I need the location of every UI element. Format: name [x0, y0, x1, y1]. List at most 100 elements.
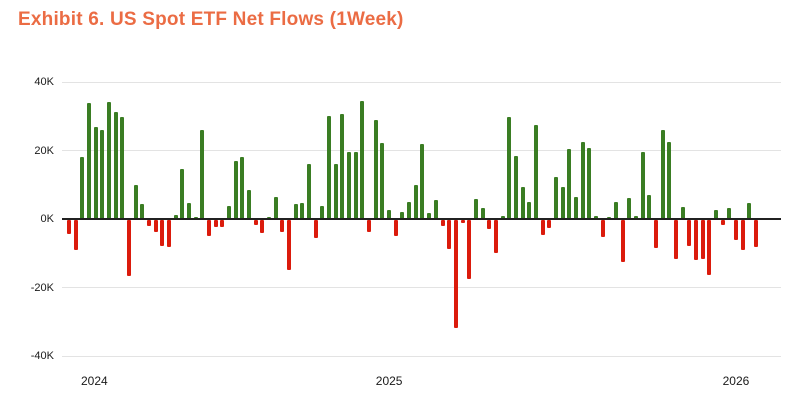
- bar-positive: [507, 116, 512, 219]
- bar-negative: [493, 220, 498, 254]
- bar-negative: [673, 220, 678, 260]
- bar-positive: [747, 203, 752, 219]
- bar-positive: [173, 215, 178, 219]
- bar-negative: [447, 220, 452, 250]
- bar-negative: [207, 220, 212, 236]
- bar-positive: [380, 142, 385, 219]
- bar-positive: [520, 187, 525, 219]
- bar-positive: [327, 116, 332, 219]
- bar-negative: [720, 220, 725, 226]
- bar-positive: [560, 187, 565, 219]
- bar-negative: [740, 220, 745, 251]
- bar-positive: [680, 207, 685, 219]
- bar-positive: [713, 210, 718, 219]
- bar-positive: [113, 111, 118, 219]
- bar-positive: [340, 113, 345, 219]
- bar-positive: [373, 120, 378, 219]
- bar-negative: [547, 220, 552, 228]
- y-axis-tick-label: -40K: [30, 350, 54, 362]
- bar-positive: [267, 217, 272, 219]
- y-axis-tick-label: 40K: [34, 76, 54, 88]
- bar-negative: [733, 220, 738, 240]
- bar-positive: [573, 196, 578, 219]
- x-axis-year-label: 2024: [80, 374, 108, 388]
- bar-positive: [647, 194, 652, 219]
- bar-negative: [260, 220, 265, 234]
- chart-title: Exhibit 6. US Spot ETF Net Flows (1Week): [18, 9, 404, 30]
- x-axis-year-label: 2026: [722, 374, 750, 388]
- bar-negative: [213, 220, 218, 228]
- bar-positive: [360, 101, 365, 219]
- bar-positive: [353, 152, 358, 219]
- bar-positive: [667, 141, 672, 219]
- grid-line: [62, 287, 781, 288]
- bar-negative: [147, 220, 152, 226]
- bar-positive: [607, 217, 612, 219]
- bar-negative: [153, 220, 158, 233]
- bar-negative: [440, 220, 445, 227]
- bar-negative: [487, 220, 492, 229]
- bar-positive: [427, 212, 432, 219]
- bar-positive: [500, 215, 505, 219]
- bar-positive: [433, 199, 438, 219]
- bar-positive: [473, 199, 478, 219]
- bar-positive: [187, 202, 192, 219]
- bar-positive: [320, 206, 325, 219]
- bar-positive: [247, 190, 252, 219]
- bar-negative: [167, 220, 172, 248]
- bar-negative: [393, 220, 398, 237]
- bar-positive: [480, 207, 485, 219]
- bar-negative: [460, 220, 465, 223]
- bar-positive: [80, 157, 85, 219]
- bar-negative: [73, 220, 78, 251]
- bar-positive: [133, 185, 138, 219]
- bar-positive: [233, 161, 238, 219]
- grid-line: [62, 81, 781, 83]
- bar-positive: [640, 151, 645, 219]
- bar-positive: [633, 216, 638, 219]
- bar-negative: [67, 220, 71, 234]
- bar-negative: [753, 220, 758, 248]
- zero-axis-line: [62, 218, 781, 220]
- bar-positive: [227, 206, 232, 219]
- bar-positive: [180, 168, 185, 219]
- bar-positive: [293, 203, 298, 219]
- bar-negative: [280, 220, 285, 233]
- bar-positive: [593, 216, 598, 219]
- bar-negative: [160, 220, 165, 246]
- y-axis-tick-label: -20K: [30, 281, 54, 294]
- bar-positive: [100, 129, 105, 219]
- bar-positive: [93, 127, 98, 219]
- bar-positive: [347, 151, 352, 219]
- bar-positive: [727, 208, 732, 219]
- bar-negative: [313, 220, 318, 239]
- bar-negative: [467, 220, 472, 279]
- bar-positive: [240, 157, 245, 219]
- bar-negative: [287, 220, 292, 270]
- bar-positive: [420, 144, 425, 219]
- bar-positive: [387, 210, 392, 219]
- bar-positive: [567, 148, 572, 219]
- bar-positive: [527, 202, 532, 219]
- bar-positive: [587, 148, 592, 219]
- grid-line: [62, 355, 781, 357]
- bar-negative: [620, 220, 625, 262]
- bar-negative: [220, 220, 225, 227]
- bar-negative: [453, 220, 458, 328]
- bar-positive: [627, 198, 632, 219]
- bar-negative: [367, 220, 372, 232]
- y-axis-tick-label: 20K: [34, 144, 54, 157]
- bar-positive: [413, 185, 418, 219]
- bar-negative: [693, 220, 698, 261]
- x-axis-year-label: 2025: [375, 374, 403, 388]
- bar-positive: [553, 177, 558, 219]
- bar-positive: [140, 203, 145, 219]
- bar-positive: [107, 101, 112, 219]
- bar-negative: [600, 220, 605, 238]
- bar-positive: [400, 211, 405, 219]
- bar-negative: [253, 220, 258, 226]
- bar-negative: [540, 220, 545, 236]
- bar-positive: [333, 163, 338, 219]
